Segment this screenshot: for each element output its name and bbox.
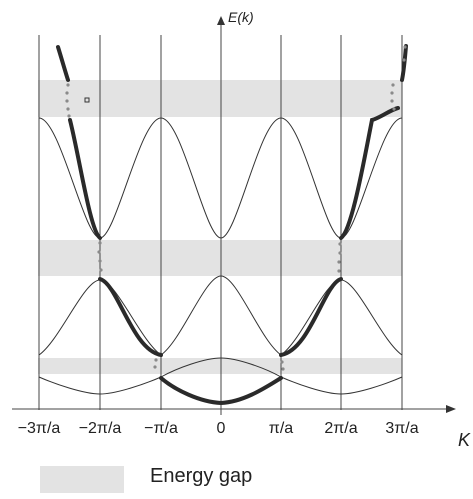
gap-dot xyxy=(337,260,341,264)
thick-curve-band-3-right xyxy=(339,106,400,240)
gap-dot xyxy=(99,268,103,272)
gap-dot xyxy=(281,367,285,371)
k-axis-label: K xyxy=(458,430,471,450)
gap-dots xyxy=(65,45,407,371)
k-axis-arrow xyxy=(446,405,456,413)
gap-dot xyxy=(391,83,395,87)
gap-dot xyxy=(67,114,71,118)
gap-dot xyxy=(390,91,394,95)
gap-dot xyxy=(98,259,102,263)
energy-gap-legend-label: Energy gap xyxy=(150,465,253,487)
gap-dot xyxy=(65,91,69,95)
energy-gap-band-2 xyxy=(38,240,402,276)
gap-dot xyxy=(337,269,341,273)
energy-gap-band-1 xyxy=(38,358,402,374)
extended-zone-curves xyxy=(56,44,408,406)
thick-curve-band-4-left xyxy=(56,45,70,82)
thick-curve-band-4-right xyxy=(400,44,408,82)
thick-curve-band-2-left xyxy=(98,277,163,357)
gap-dot xyxy=(66,83,70,87)
thick-curve-band-3-left xyxy=(68,118,102,240)
gap-dot xyxy=(338,251,342,255)
gap-dot xyxy=(403,45,407,49)
tick-label-2pi: 2π/a xyxy=(324,420,357,437)
tick-label-pi: π/a xyxy=(269,420,293,437)
gap-dot xyxy=(97,250,101,254)
gap-dot xyxy=(402,58,406,62)
gap-dot xyxy=(338,242,342,246)
square-marker xyxy=(84,97,90,103)
energy-gap-legend-swatch xyxy=(40,466,124,493)
tick-label-minus-pi: −π/a xyxy=(144,420,178,437)
k-tick-labels: −3π/a −2π/a −π/a 0 π/a 2π/a 3π/a xyxy=(18,420,419,437)
gap-dot xyxy=(280,360,284,364)
energy-gap-band-3 xyxy=(38,80,402,117)
gap-dot xyxy=(66,107,70,111)
gap-dot xyxy=(154,358,158,362)
tick-label-zero: 0 xyxy=(217,420,226,437)
thick-curve-band-2-right xyxy=(279,277,343,357)
zone-boundaries xyxy=(38,35,403,410)
tick-label-minus-2pi: −2π/a xyxy=(79,420,122,437)
gap-dot xyxy=(390,99,394,103)
tick-label-minus-3pi: −3π/a xyxy=(18,420,61,437)
gap-dot xyxy=(98,241,102,245)
energy-axis-label: E(k) xyxy=(228,9,254,25)
thick-curve-band-1 xyxy=(159,376,283,406)
gap-dot xyxy=(392,107,396,111)
gap-dot xyxy=(65,99,69,103)
tick-label-3pi: 3π/a xyxy=(385,420,418,437)
thin-curve-band-1 xyxy=(38,357,403,395)
gap-dot xyxy=(153,365,157,369)
energy-axis-arrow xyxy=(217,16,225,25)
